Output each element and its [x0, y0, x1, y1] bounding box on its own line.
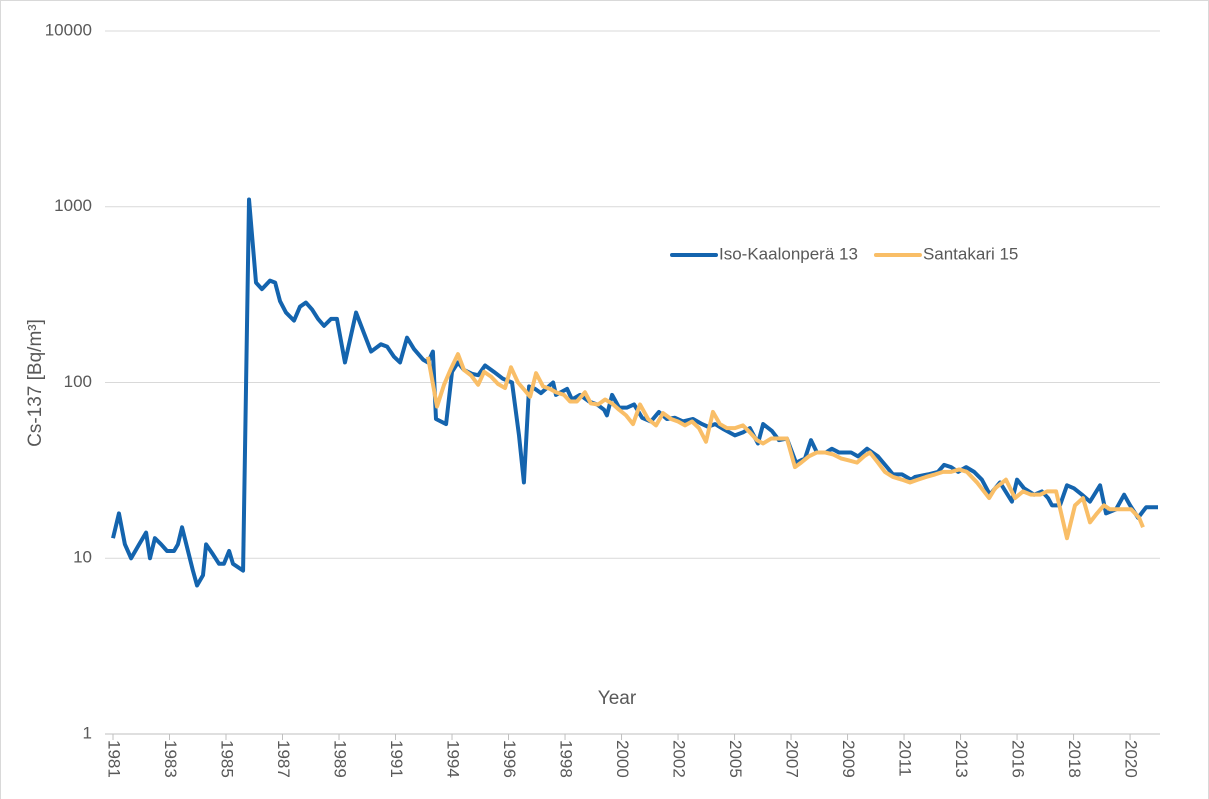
- x-tick-label: 2020: [1122, 740, 1141, 778]
- x-tick-label: 2011: [896, 740, 915, 777]
- x-axis-label: Year: [598, 688, 637, 709]
- legend-label: Santakari 15: [923, 244, 1018, 263]
- y-tick-label: 1000: [54, 196, 92, 215]
- x-tick-label: 2018: [1065, 740, 1084, 778]
- x-tick-label: 2007: [783, 740, 802, 778]
- x-tick-label: 1994: [444, 740, 463, 778]
- x-tick-label: 2016: [1009, 740, 1028, 778]
- x-tick-label: 1983: [161, 740, 180, 778]
- y-tick-label: 10000: [45, 20, 92, 39]
- legend-label: Iso-Kaalonperä 13: [719, 244, 858, 263]
- x-tick-label: 2005: [726, 740, 745, 778]
- x-tick-label: 2009: [839, 740, 858, 778]
- y-tick-label: 100: [64, 372, 92, 391]
- x-tick-label: 2000: [613, 740, 632, 778]
- x-tick-label: 1981: [105, 740, 124, 778]
- data-line: [426, 352, 1145, 541]
- x-tick-label: 1989: [331, 740, 350, 778]
- x-tick-label: 1996: [500, 740, 519, 778]
- x-tick-label: 1985: [218, 740, 237, 778]
- y-axis-label: Cs-137 [Bq/m³]: [25, 319, 46, 447]
- x-tick-label: 2002: [670, 740, 689, 778]
- x-tick-label: 1991: [387, 740, 406, 778]
- x-tick-label: 1987: [274, 740, 293, 778]
- x-tick-label: 1998: [557, 740, 576, 778]
- data-line: [111, 197, 1158, 588]
- x-tick-label: 2013: [952, 740, 971, 778]
- y-tick-label: 1: [83, 723, 92, 742]
- y-tick-label: 10: [73, 548, 92, 567]
